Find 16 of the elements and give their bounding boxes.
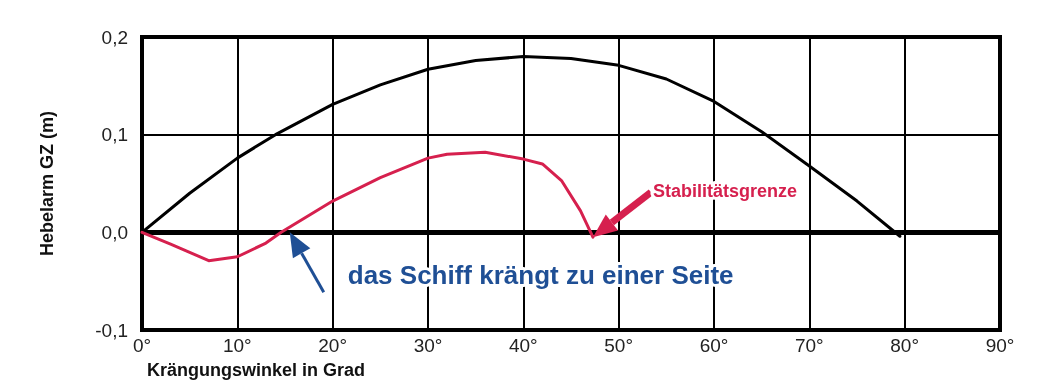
y-tick-label: -0,1 (95, 319, 128, 341)
y-axis-title: Hebelarm GZ (m) (37, 110, 57, 257)
x-tick-label: 70° (794, 335, 824, 356)
x-tick-label: 40° (508, 335, 538, 356)
x-tick-label: 60° (699, 335, 729, 356)
y-tick-label: 0,1 (101, 124, 128, 146)
x-tick-label: 80° (890, 335, 920, 356)
y-tick-label: 0,0 (101, 221, 128, 243)
y-tick-label: 0,2 (101, 26, 128, 48)
x-tick-label: 10° (222, 335, 252, 356)
x-tick-label: 30° (413, 335, 443, 356)
x-axis-title: Krängungswinkel in Grad (147, 360, 366, 380)
x-tick-label: 20° (318, 335, 348, 356)
x-tick-label: 0° (132, 335, 152, 356)
x-tick-label: 50° (604, 335, 634, 356)
x-tick-label: 90° (985, 335, 1015, 356)
